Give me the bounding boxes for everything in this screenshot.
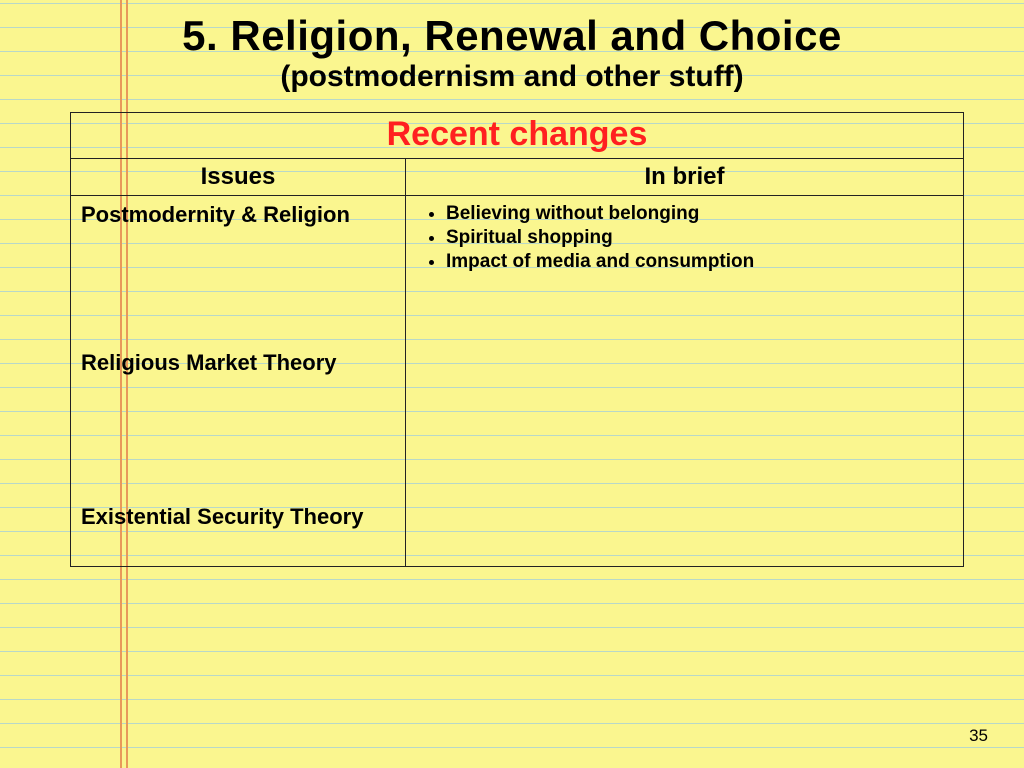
brief-item: Believing without belonging xyxy=(446,202,945,226)
table-body: Postmodernity & Religion Religious Marke… xyxy=(71,196,963,566)
brief-item: Impact of media and consumption xyxy=(446,250,945,274)
issue-item: Religious Market Theory xyxy=(81,350,395,376)
slide-subtitle: (postmodernism and other stuff) xyxy=(30,60,994,94)
brief-list: Believing without belonging Spiritual sh… xyxy=(424,202,945,273)
lined-paper-background: 5. Religion, Renewal and Choice (postmod… xyxy=(0,0,1024,768)
column-header-brief: In brief xyxy=(406,159,963,195)
table-title: Recent changes xyxy=(71,113,963,159)
issue-item: Existential Security Theory xyxy=(81,504,395,530)
brief-column: Believing without belonging Spiritual sh… xyxy=(406,196,963,566)
slide-content: 5. Religion, Renewal and Choice (postmod… xyxy=(0,0,1024,768)
brief-item: Spiritual shopping xyxy=(446,226,945,250)
table-column-headers: Issues In brief xyxy=(71,159,963,196)
slide-title: 5. Religion, Renewal and Choice xyxy=(30,14,994,58)
column-header-issues: Issues xyxy=(71,159,406,195)
page-number: 35 xyxy=(969,726,988,746)
issues-column: Postmodernity & Religion Religious Marke… xyxy=(71,196,406,566)
issue-item: Postmodernity & Religion xyxy=(81,202,395,228)
content-table: Recent changes Issues In brief Postmoder… xyxy=(70,112,964,567)
